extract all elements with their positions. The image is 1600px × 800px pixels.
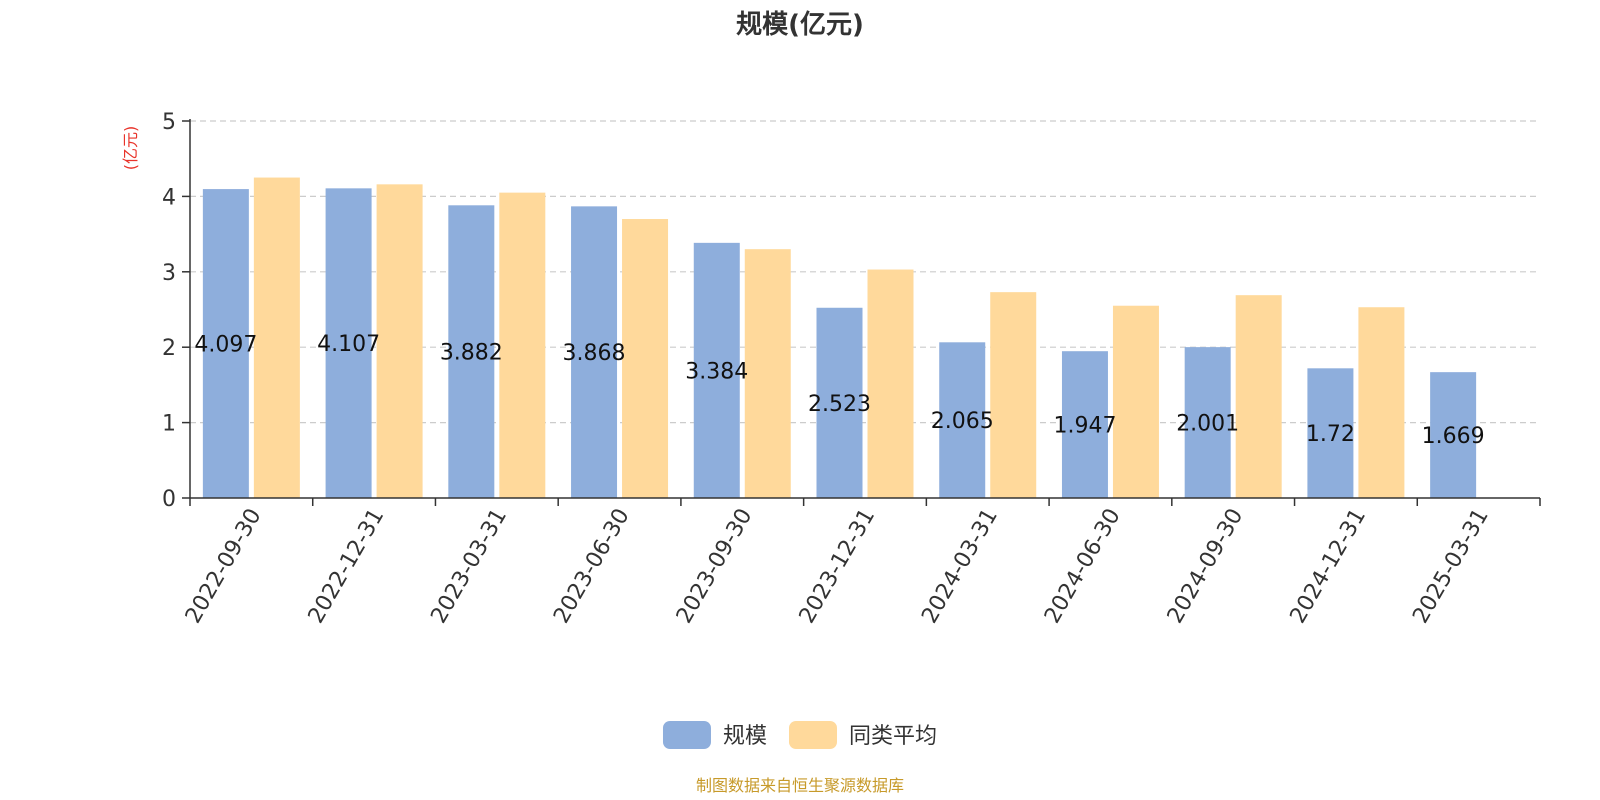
bar-tonglei-2022-12-31[interactable] <box>376 184 423 498</box>
data-label-2023-03-31: 3.882 <box>440 341 503 366</box>
legend-label-0: 规模 <box>723 724 767 749</box>
legend-item-1[interactable]: 同类平均 <box>789 721 937 749</box>
bar-tonglei-2023-12-31[interactable] <box>867 269 914 498</box>
data-source-note: 制图数据来自恒生聚源数据库 <box>696 776 904 795</box>
data-label-2024-09-30: 2.001 <box>1176 412 1239 437</box>
bar-guimo-2025-03-31[interactable] <box>1430 372 1477 498</box>
data-label-2023-12-31: 2.523 <box>808 392 871 417</box>
bar-guimo-2024-03-31[interactable] <box>939 342 986 498</box>
x-tick-label-2022-12-31: 2022-12-31 <box>304 505 390 628</box>
x-tick-label-2024-03-31: 2024-03-31 <box>917 505 1003 628</box>
x-tick-label-2024-09-30: 2024-09-30 <box>1163 505 1249 628</box>
bar-guimo-2023-06-30[interactable] <box>571 206 618 499</box>
y-tick-label-1: 1 <box>162 412 176 437</box>
y-tick-label-5: 5 <box>162 110 176 135</box>
chart-title: 规模(亿元) <box>736 10 864 40</box>
bar-guimo-2023-03-31[interactable] <box>448 205 495 499</box>
bars-group <box>202 177 1477 499</box>
bar-guimo-2024-06-30[interactable] <box>1061 351 1108 498</box>
data-label-2023-09-30: 3.384 <box>685 359 748 384</box>
legend[interactable]: 规模 同类平均 <box>662 721 937 749</box>
y-tick-label-2: 2 <box>162 336 176 361</box>
bar-guimo-2024-09-30[interactable] <box>1184 347 1231 498</box>
x-tick-label-2025-03-31: 2025-03-31 <box>1408 505 1494 628</box>
x-tick-label-2024-12-31: 2024-12-31 <box>1286 505 1372 628</box>
bar-tonglei-2022-09-30[interactable] <box>253 177 300 499</box>
bar-tonglei-2024-03-31[interactable] <box>990 292 1037 498</box>
legend-label-1: 同类平均 <box>849 724 937 749</box>
bar-guimo-2024-12-31[interactable] <box>1307 368 1354 498</box>
y-tick-label-3: 3 <box>162 261 176 286</box>
data-label-2024-12-31: 1.72 <box>1306 422 1355 447</box>
data-label-2024-03-31: 2.065 <box>931 409 994 434</box>
x-tick-label-2023-03-31: 2023-03-31 <box>426 505 512 628</box>
x-tick-label-2023-06-30: 2023-06-30 <box>549 505 635 628</box>
x-tick-label-2024-06-30: 2024-06-30 <box>1040 505 1126 628</box>
x-tick-label-2022-09-30: 2022-09-30 <box>181 505 267 628</box>
data-label-2025-03-31: 1.669 <box>1422 424 1485 449</box>
y-tick-label-0: 0 <box>162 487 176 512</box>
data-label-2024-06-30: 1.947 <box>1053 414 1116 439</box>
bar-tonglei-2023-03-31[interactable] <box>499 192 546 498</box>
data-label-2023-06-30: 3.868 <box>563 341 626 366</box>
bar-tonglei-2024-09-30[interactable] <box>1235 295 1282 498</box>
bar-guimo-2022-12-31[interactable] <box>325 188 372 498</box>
bar-guimo-2023-12-31[interactable] <box>816 307 863 498</box>
legend-item-0[interactable]: 规模 <box>662 721 767 749</box>
x-tick-label-2023-12-31: 2023-12-31 <box>795 505 881 628</box>
bar-tonglei-2023-09-30[interactable] <box>744 249 791 498</box>
legend-swatch-0 <box>662 721 711 749</box>
bar-guimo-2023-09-30[interactable] <box>693 242 740 498</box>
bar-guimo-2022-09-30[interactable] <box>202 189 249 499</box>
data-labels-group: 4.097 4.107 3.882 3.868 3.384 2.523 2.065 1.947… <box>194 332 1484 449</box>
y-tick-label-4: 4 <box>162 185 176 210</box>
bar-tonglei-2024-06-30[interactable] <box>1112 305 1159 498</box>
data-label-2022-12-31: 4.107 <box>317 332 380 357</box>
data-label-2022-09-30: 4.097 <box>194 333 257 358</box>
bar-tonglei-2024-12-31[interactable] <box>1358 307 1405 498</box>
bar-tonglei-2023-06-30[interactable] <box>622 219 669 498</box>
x-tick-label-2023-09-30: 2023-09-30 <box>672 505 758 628</box>
y-axis-unit-label: (亿元) <box>121 126 140 171</box>
legend-swatch-1 <box>789 721 837 749</box>
